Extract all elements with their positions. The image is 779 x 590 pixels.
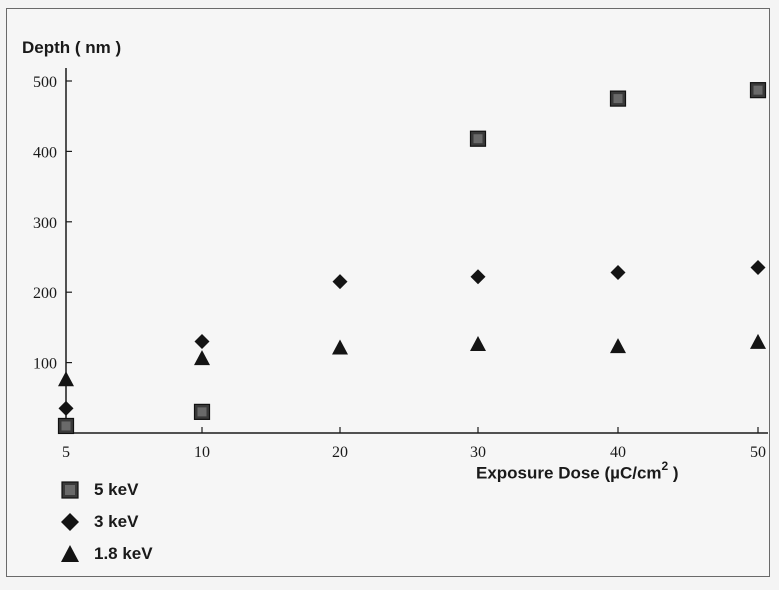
x-axis-label-text: Exposure Dose (µC/cm	[476, 463, 662, 483]
diamond-marker-icon	[61, 513, 79, 531]
legend-label: 5 keV	[94, 480, 139, 499]
x-axis-label-close: )	[668, 463, 679, 483]
x-tick-label: 30	[470, 444, 486, 461]
x-axis-label: Exposure Dose (µC/cm2 )	[476, 459, 679, 484]
x-tick-label: 40	[610, 444, 626, 461]
legend: 5 keV 3 keV 1.8 keV	[60, 474, 153, 570]
y-tick-label: 300	[33, 215, 57, 232]
triangle-marker-icon	[61, 545, 79, 562]
x-tick-label: 5	[62, 444, 70, 461]
data-point-diamond	[332, 274, 348, 290]
data-point-diamond	[750, 260, 766, 276]
y-tick-label: 100	[33, 356, 57, 373]
data-point-square	[469, 130, 487, 147]
x-tick-label: 50	[750, 444, 766, 461]
data-point-diamond	[470, 269, 486, 285]
y-axis-label: Depth ( nm )	[22, 38, 122, 57]
y-tick-label: 200	[33, 285, 57, 302]
data-point-diamond	[610, 264, 626, 280]
data-point-square	[609, 90, 627, 107]
legend-item-5kev: 5 keV	[60, 474, 153, 506]
legend-label: 3 keV	[94, 512, 139, 531]
data-point-diamond	[58, 400, 74, 416]
data-point-triangle	[610, 338, 626, 354]
legend-item-1-8kev: 1.8 keV	[60, 538, 153, 570]
chart-frame	[6, 8, 770, 577]
legend-label: 1.8 keV	[94, 544, 153, 563]
data-point-triangle	[750, 333, 766, 349]
data-point-triangle	[58, 371, 74, 387]
x-tick-label: 10	[194, 444, 210, 461]
data-point-triangle	[470, 336, 486, 351]
x-tick-label: 20	[332, 444, 348, 461]
x-axis-label-exponent: 2	[661, 459, 669, 473]
square-marker-icon	[61, 481, 79, 499]
data-point-diamond	[194, 333, 210, 349]
data-point-square	[749, 82, 767, 99]
data-point-square	[57, 417, 75, 435]
data-point-square	[193, 403, 211, 420]
y-tick-label: 500	[33, 74, 57, 91]
data-point-triangle	[332, 339, 348, 355]
ticks: 100 200 300 400 500 5 10 20 30 40 50	[33, 74, 766, 461]
legend-item-3kev: 3 keV	[60, 506, 153, 538]
y-tick-label: 400	[33, 144, 57, 161]
data-point-triangle	[194, 350, 210, 366]
data-points	[57, 82, 767, 435]
